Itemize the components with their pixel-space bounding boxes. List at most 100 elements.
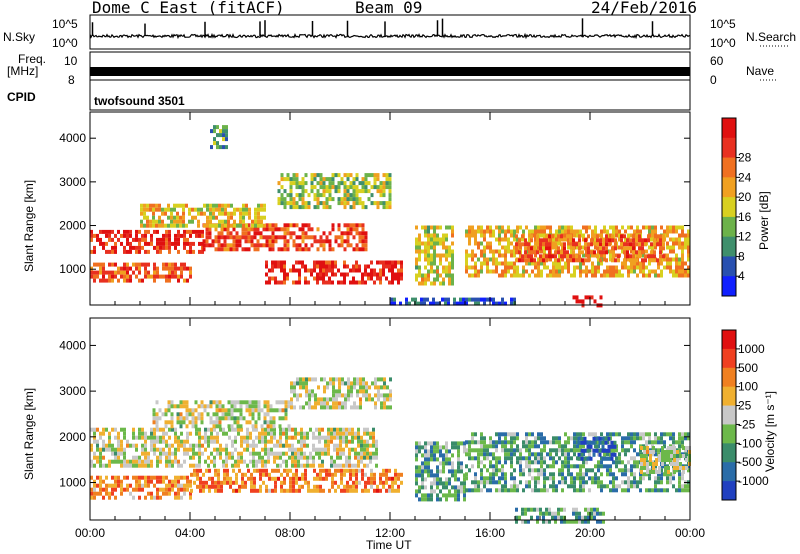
cell-1467 bbox=[436, 493, 439, 498]
cell-607 bbox=[352, 264, 355, 269]
cell-292 bbox=[292, 243, 296, 248]
cell-1334 bbox=[364, 484, 367, 489]
cell-1297 bbox=[340, 468, 343, 473]
cell-1302 bbox=[498, 261, 501, 266]
cell-2303 bbox=[610, 444, 614, 449]
cell-130 bbox=[195, 233, 198, 238]
cell-2236 bbox=[681, 476, 684, 481]
cell-782 bbox=[266, 408, 270, 413]
cell-83 bbox=[129, 463, 132, 468]
cell-396 bbox=[93, 278, 96, 283]
cell-205 bbox=[238, 243, 242, 248]
cell-1206 bbox=[451, 277, 454, 282]
power-colorbar-label: Power [dB] bbox=[757, 191, 771, 250]
cell-2263 bbox=[580, 436, 584, 441]
cell-1310 bbox=[349, 468, 352, 473]
cell-2158 bbox=[660, 436, 663, 441]
cell-2046 bbox=[624, 464, 627, 469]
cell-463 bbox=[153, 274, 156, 279]
cell-2007 bbox=[609, 488, 612, 493]
cell-411 bbox=[108, 262, 111, 267]
cell-1916 bbox=[579, 472, 582, 477]
cell-872 bbox=[289, 177, 293, 182]
cell-551 bbox=[348, 447, 351, 452]
cell-1362 bbox=[385, 488, 388, 493]
cell-623 bbox=[155, 400, 159, 405]
cell-833 bbox=[302, 381, 305, 386]
cell-1617 bbox=[486, 448, 489, 453]
cell-714 bbox=[221, 412, 225, 417]
cell-1430 bbox=[543, 225, 546, 230]
cell-1852 bbox=[687, 233, 690, 238]
cell-1034 bbox=[370, 193, 374, 198]
cell-1063 bbox=[385, 201, 389, 206]
cell-1848 bbox=[684, 261, 687, 266]
cell-103 bbox=[174, 237, 177, 242]
cell-2093 bbox=[390, 297, 393, 302]
cell-172 bbox=[168, 455, 171, 460]
cell-2137 bbox=[654, 436, 657, 441]
cell-204 bbox=[186, 435, 189, 440]
cell-2110 bbox=[645, 440, 648, 445]
cell-1855 bbox=[561, 464, 564, 469]
cell-1483 bbox=[442, 469, 445, 474]
cbar-swatch-8 bbox=[722, 481, 736, 501]
cell-1018 bbox=[114, 483, 117, 488]
cell-569 bbox=[357, 431, 360, 436]
cell-1503 bbox=[448, 481, 451, 486]
cell-1142 bbox=[211, 480, 214, 485]
cell-1720 bbox=[516, 460, 519, 465]
cell-1213 bbox=[268, 476, 271, 481]
cell-58 bbox=[138, 241, 141, 246]
cell-1153 bbox=[217, 484, 220, 489]
cell-362 bbox=[349, 231, 353, 236]
cell-509 bbox=[268, 276, 271, 281]
cell-551 bbox=[304, 280, 307, 285]
cell-234 bbox=[201, 443, 204, 448]
cell-2097 bbox=[399, 301, 402, 306]
cell-2351 bbox=[664, 466, 667, 470]
cell-1909 bbox=[576, 488, 579, 493]
cell-1436 bbox=[430, 441, 433, 446]
cell-2043 bbox=[638, 254, 641, 259]
cell-886 bbox=[332, 405, 335, 410]
cell-1288 bbox=[495, 225, 498, 230]
cell-512 bbox=[271, 264, 274, 269]
cell-214 bbox=[192, 447, 195, 452]
cell-1164 bbox=[439, 261, 442, 266]
cell-2343 bbox=[661, 446, 664, 450]
cell-1836 bbox=[555, 436, 558, 441]
cell-1293 bbox=[334, 480, 337, 485]
cell-1841 bbox=[681, 265, 684, 270]
cell-493 bbox=[324, 447, 327, 452]
cell-1389 bbox=[528, 273, 531, 278]
cell-1751 bbox=[528, 452, 531, 457]
cell-2148 bbox=[510, 301, 513, 306]
cell-1806 bbox=[672, 241, 675, 246]
cell-333 bbox=[328, 231, 332, 236]
cell-1245 bbox=[292, 488, 295, 493]
cell-2026 bbox=[629, 258, 632, 263]
nsky-tick-high: 10^5 bbox=[52, 17, 78, 31]
cell-2039 bbox=[621, 472, 624, 477]
cell-94 bbox=[165, 245, 168, 250]
cell-2329 bbox=[649, 462, 652, 466]
cell-230 bbox=[198, 455, 201, 460]
cell-548 bbox=[348, 427, 351, 432]
cell-518 bbox=[274, 280, 277, 285]
cell-314 bbox=[243, 447, 246, 452]
cell-711 bbox=[161, 223, 164, 228]
cell-2149 bbox=[513, 297, 516, 302]
cell-243 bbox=[262, 235, 266, 240]
cell-2324 bbox=[646, 466, 649, 470]
cell-35 bbox=[123, 229, 126, 234]
cell-670 bbox=[400, 264, 403, 269]
cell-1928 bbox=[582, 476, 585, 481]
cell-1194 bbox=[253, 476, 256, 481]
cell-1280 bbox=[489, 269, 492, 274]
cell-1891 bbox=[533, 246, 536, 251]
cell-1898 bbox=[539, 238, 542, 243]
cell-1731 bbox=[645, 225, 648, 230]
cell-88 bbox=[162, 241, 165, 246]
cell-1150 bbox=[436, 225, 439, 230]
